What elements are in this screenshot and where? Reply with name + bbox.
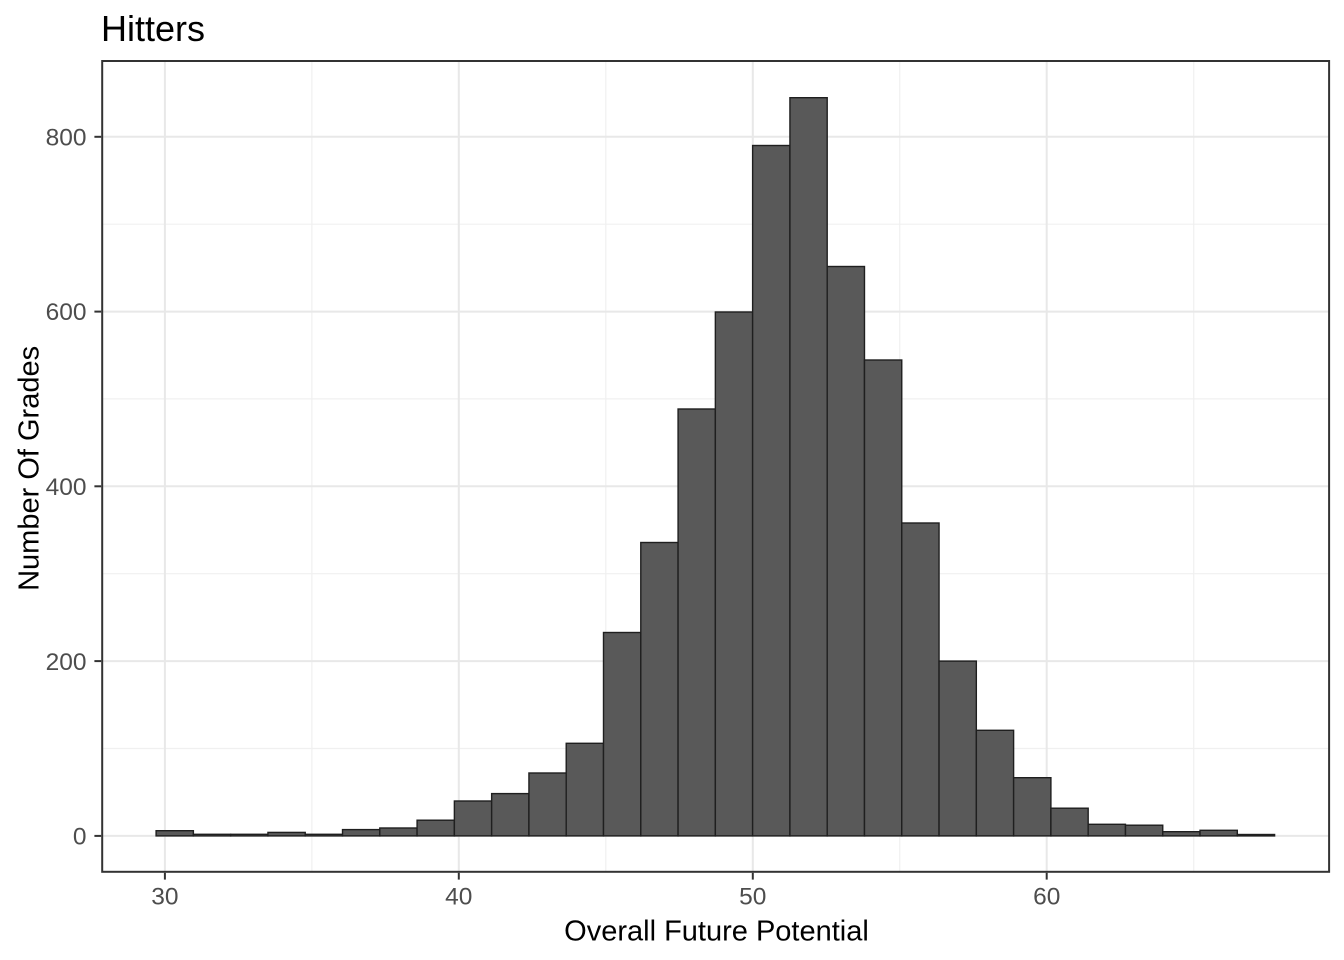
svg-text:200: 200 <box>46 649 87 676</box>
svg-text:0: 0 <box>73 824 87 851</box>
svg-text:50: 50 <box>739 884 766 911</box>
svg-text:Overall Future Potential: Overall Future Potential <box>564 915 869 947</box>
svg-text:30: 30 <box>151 884 178 911</box>
svg-text:60: 60 <box>1033 884 1060 911</box>
svg-text:Number Of Grades: Number Of Grades <box>13 346 45 591</box>
svg-text:40: 40 <box>445 884 472 911</box>
svg-text:800: 800 <box>46 125 87 152</box>
svg-text:600: 600 <box>46 299 87 326</box>
svg-text:400: 400 <box>46 474 87 501</box>
svg-text:Hitters: Hitters <box>101 8 205 49</box>
